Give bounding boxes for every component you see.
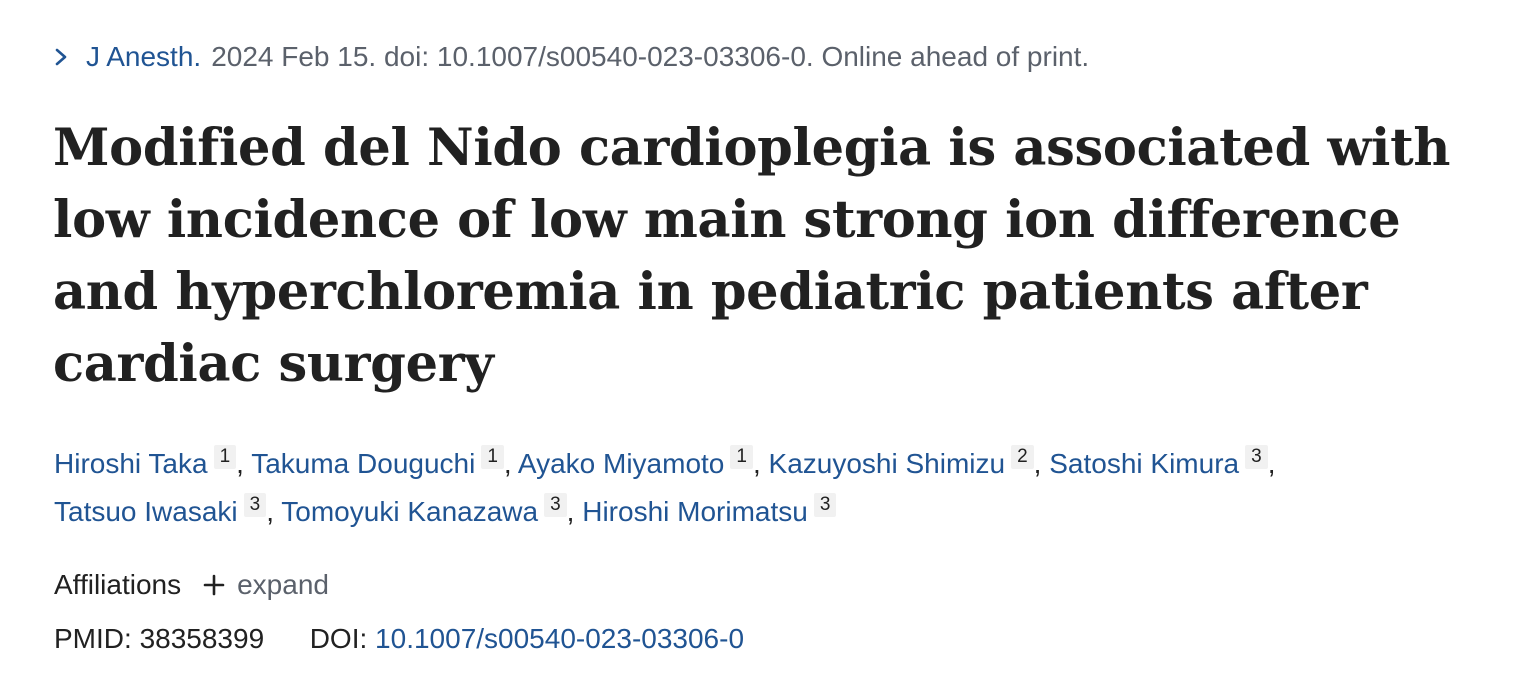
author-item: Hiroshi Taka 1, — [54, 445, 244, 479]
author-item: Satoshi Kimura 3, — [1049, 445, 1276, 479]
author-link[interactable]: Ayako Miyamoto — [517, 448, 725, 479]
author-separator: , — [266, 496, 274, 527]
affiliation-badge[interactable]: 3 — [544, 493, 567, 517]
author-separator: , — [752, 448, 761, 479]
chevron-right-icon[interactable] — [54, 48, 68, 66]
pmid-value: 38358399 — [139, 623, 265, 654]
affiliation-badge[interactable]: 2 — [1011, 445, 1034, 469]
affiliation-badge[interactable]: 3 — [813, 493, 837, 517]
author-item: Kazuyoshi Shimizu 2, — [768, 445, 1042, 479]
author-link[interactable]: Tatsuo Iwasaki — [54, 496, 238, 527]
author-separator: , — [503, 448, 512, 479]
author-item: Takuma Douguchi 1, — [251, 445, 512, 479]
affiliations-label: Affiliations — [54, 569, 182, 600]
article-title: Modified del Nido cardioplegia is associ… — [53, 118, 1451, 394]
affiliation-badge[interactable]: 3 — [243, 493, 267, 517]
affiliations-expand-button[interactable]: expand — [203, 566, 329, 604]
doi-label: DOI: — [309, 623, 368, 654]
author-item: Tomoyuki Kanazawa 3, — [281, 493, 575, 527]
author-separator: , — [1267, 448, 1276, 479]
author-link[interactable]: Hiroshi Morimatsu — [582, 496, 808, 527]
expand-label: expand — [237, 569, 329, 600]
author-link[interactable]: Satoshi Kimura — [1049, 448, 1240, 479]
affiliations-row: Affiliations expand — [54, 566, 329, 604]
citation-details: 2024 Feb 15. doi: 10.1007/s00540-023-033… — [211, 41, 1090, 72]
citation-line: J Anesth. 2024 Feb 15. doi: 10.1007/s005… — [54, 38, 1089, 76]
affiliation-badge[interactable]: 3 — [1245, 445, 1268, 469]
affiliation-badge[interactable]: 1 — [481, 445, 504, 469]
authors-list: Hiroshi Taka 1, Takuma Douguchi 1, Ayako M… — [54, 440, 1494, 536]
author-item: Hiroshi Morimatsu 3 — [582, 493, 837, 527]
doi-link[interactable]: 10.1007/s00540-023-03306-0 — [375, 623, 745, 654]
author-link[interactable]: Kazuyoshi Shimizu — [768, 448, 1006, 479]
author-item: Tatsuo Iwasaki 3, — [54, 493, 274, 527]
author-separator: , — [236, 448, 244, 479]
author-item: Ayako Miyamoto 1, — [517, 445, 761, 479]
author-link[interactable]: Hiroshi Taka — [54, 448, 208, 479]
pmid-label: PMID: — [54, 623, 132, 654]
affiliation-badge[interactable]: 1 — [730, 445, 753, 469]
affiliation-badge[interactable]: 1 — [213, 445, 237, 469]
plus-icon — [203, 574, 225, 596]
author-separator: , — [1033, 448, 1042, 479]
identifiers-row: PMID: 38358399 DOI: 10.1007/s00540-023-0… — [54, 620, 744, 658]
journal-link[interactable]: J Anesth. — [86, 41, 202, 72]
author-link[interactable]: Tomoyuki Kanazawa — [281, 496, 539, 527]
author-separator: , — [566, 496, 575, 527]
author-link[interactable]: Takuma Douguchi — [251, 448, 476, 479]
